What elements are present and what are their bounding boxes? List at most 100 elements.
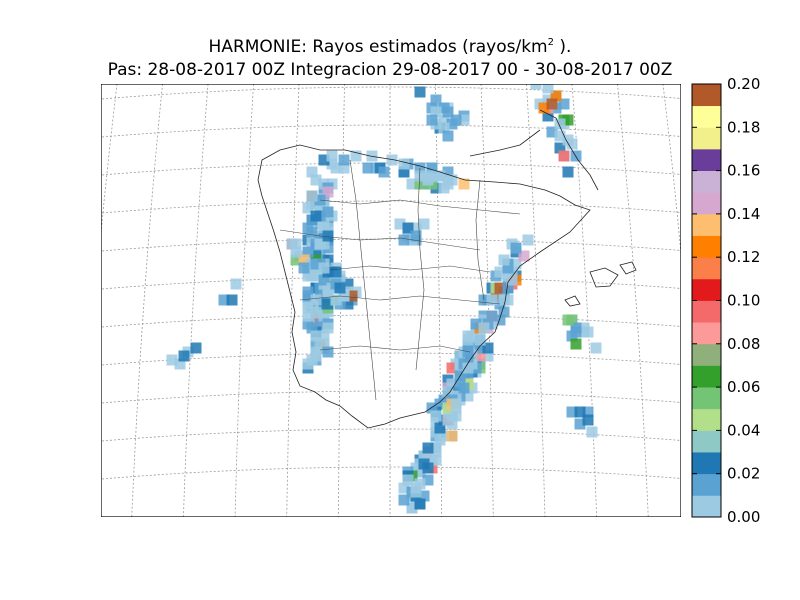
lightning-cell <box>322 230 334 242</box>
lightning-cell <box>342 278 354 290</box>
lightning-cell <box>414 86 426 98</box>
lightning-cell <box>502 262 514 274</box>
colorbar-band <box>692 430 721 453</box>
lightning-cell <box>330 266 342 278</box>
lightning-cell <box>450 114 462 126</box>
lightning-cell <box>174 358 186 370</box>
colorbar-tick-label: 0.00 <box>727 508 760 526</box>
lightning-cell <box>298 254 310 266</box>
lightning-cell <box>318 310 330 322</box>
colorbar-tick-label: 0.12 <box>727 248 760 266</box>
lightning-cell <box>402 474 414 486</box>
admin-boundaries <box>279 159 521 401</box>
lightning-cell <box>318 154 330 166</box>
lightning-cell <box>430 94 442 106</box>
colorbar-band <box>692 213 721 236</box>
lightning-cell <box>314 318 326 330</box>
lightning-cell <box>310 210 322 222</box>
lightning-cell <box>522 234 534 246</box>
lightning-cell <box>394 218 406 230</box>
lightning-cell <box>474 334 486 346</box>
lightning-cell <box>346 290 358 302</box>
lightning-cell <box>478 322 490 334</box>
lightning-cell <box>430 454 442 466</box>
lightning-cell <box>450 410 462 422</box>
lightning-cell <box>442 386 454 398</box>
map-panel <box>101 84 681 517</box>
lightning-cell <box>298 262 310 274</box>
lightning-cell <box>462 346 474 358</box>
lightning-cell <box>482 350 494 362</box>
lightning-cell <box>562 134 574 146</box>
colorbar-bands <box>692 84 721 518</box>
lightning-cell <box>494 314 506 326</box>
lightning-cell <box>338 290 350 302</box>
lightning-cell <box>574 418 586 430</box>
lightning-cell <box>414 498 426 510</box>
lightning-cell <box>486 310 498 322</box>
lightning-cell <box>398 166 410 178</box>
lightning-cell <box>482 342 494 354</box>
lightning-cell <box>402 222 414 234</box>
lightning-cell <box>322 186 334 198</box>
colorbar-band <box>692 192 721 215</box>
lightning-cell <box>562 166 574 178</box>
lightning-cell <box>454 350 466 362</box>
lightning-cell <box>494 282 506 294</box>
colorbar-band <box>692 105 721 128</box>
lightning-cell <box>190 342 202 354</box>
lightning-cell <box>410 230 422 242</box>
colorbar-band <box>692 84 721 107</box>
lightning-cell <box>498 306 510 318</box>
parallel-line <box>101 124 681 138</box>
meridian-line <box>617 84 649 517</box>
lightning-cell <box>542 84 554 94</box>
meridian-line <box>183 84 209 517</box>
lightning-cell <box>450 398 462 410</box>
lightning-cell <box>426 162 438 174</box>
lightning-cell <box>338 154 350 166</box>
parallel-line <box>101 238 681 252</box>
lightning-cell <box>166 354 178 366</box>
lightning-cell <box>430 106 442 118</box>
colorbar-tick-label: 0.14 <box>727 205 760 223</box>
lightning-cell <box>554 118 566 130</box>
lightning-cell <box>570 326 582 338</box>
lightning-cell <box>418 450 430 462</box>
lightning-cell <box>486 294 498 306</box>
lightning-cell <box>398 482 410 494</box>
lightning-cell <box>442 130 454 142</box>
meridian-line <box>286 84 300 517</box>
colorbar-band <box>692 148 721 171</box>
lightning-cell <box>518 250 530 262</box>
lightning-cell <box>350 150 362 162</box>
lightning-cell <box>458 178 470 190</box>
lightning-cell <box>574 406 586 418</box>
lightning-cell <box>582 406 594 418</box>
lightning-cell <box>546 98 558 110</box>
colorbar-tick-label: 0.18 <box>727 118 760 136</box>
colorbar-tick-label: 0.06 <box>727 378 760 396</box>
colorbar: 0.00 0.02 0.04 0.06 0.08 0.10 0.12 0.14 0.16 0.18… <box>691 75 760 526</box>
colorbar-tick-label: 0.08 <box>727 335 760 353</box>
lightning-cells <box>166 84 602 514</box>
lightning-cell <box>578 322 590 334</box>
lightning-cell <box>566 406 578 418</box>
lightning-cell <box>178 350 190 362</box>
lightning-cell <box>438 182 450 194</box>
lightning-cell <box>434 422 446 434</box>
colorbar-band <box>692 322 721 345</box>
lightning-cell <box>494 266 506 278</box>
lightning-cell <box>306 190 318 202</box>
colorbar-tick-label: 0.10 <box>727 292 760 310</box>
lightning-cell <box>462 330 474 342</box>
lightning-cell <box>510 258 522 270</box>
parallel-line <box>101 200 681 214</box>
lightning-cell <box>510 242 522 254</box>
lightning-cell <box>422 474 434 486</box>
lightning-cell <box>438 430 450 442</box>
lightning-cell <box>322 322 334 334</box>
lightning-cell <box>462 362 474 374</box>
lightning-cell <box>322 346 334 358</box>
lightning-cell <box>310 306 322 318</box>
